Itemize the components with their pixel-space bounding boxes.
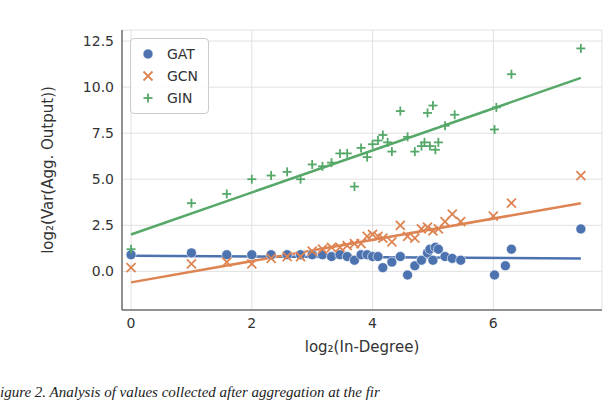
svg-text:6: 6 — [489, 315, 498, 331]
svg-text:2: 2 — [247, 315, 256, 331]
svg-text:2.5: 2.5 — [92, 217, 114, 233]
svg-text:0.0: 0.0 — [92, 263, 114, 279]
svg-text:10.0: 10.0 — [83, 79, 114, 95]
svg-text:log₂(In-Degree): log₂(In-Degree) — [305, 338, 420, 356]
svg-text:0: 0 — [127, 315, 136, 331]
svg-text:7.5: 7.5 — [92, 125, 114, 141]
svg-text:12.5: 12.5 — [83, 33, 114, 49]
svg-text:5.0: 5.0 — [92, 171, 114, 187]
svg-text:4: 4 — [368, 315, 377, 331]
html-text:GCN: GCN — [167, 68, 199, 84]
html-text:igure 2. Analysis of values co: igure 2. Analysis of values collected af… — [0, 384, 380, 400]
svg-text:log₂(Var(Agg. Output)): log₂(Var(Agg. Output)) — [39, 86, 57, 254]
html-text:GIN: GIN — [167, 90, 193, 106]
html-text:GAT: GAT — [167, 46, 195, 62]
